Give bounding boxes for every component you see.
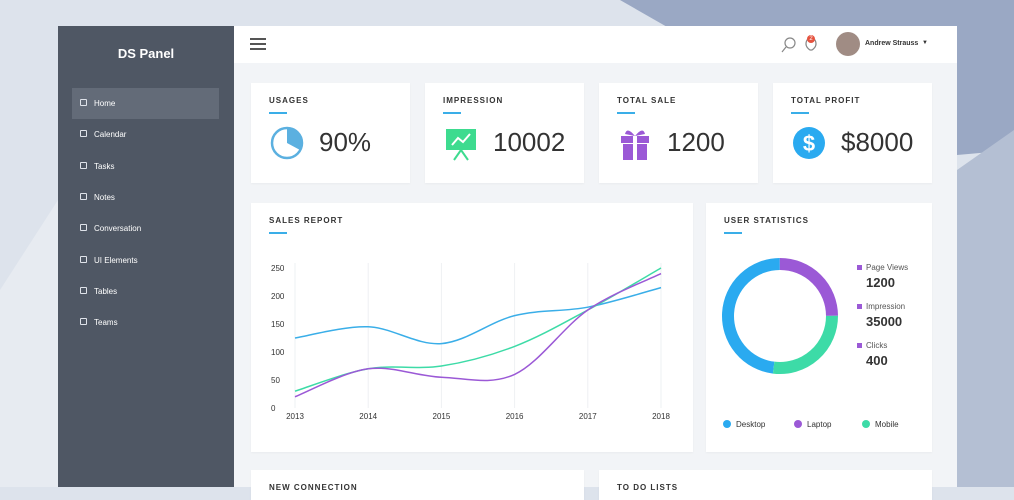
menu-icon [80,224,87,232]
menu-icon [80,161,87,169]
menu-item[interactable]: Calendar [72,119,219,150]
stat-bullet [857,343,862,348]
donut-chart: Desktop Laptop Mobile Page Views 1200 Impress… [722,258,908,429]
svg-text:$: $ [803,131,815,156]
top-icons [781,37,817,53]
line-series [294,286,662,345]
y-tick-label: 150 [271,320,285,329]
card-title: USER STATISTICS [724,216,809,225]
stat-value: 90% [319,127,372,157]
title-underline [724,232,742,234]
panel: NEW CONNECTION [251,470,584,500]
donut-segment [722,258,781,374]
title-underline [269,232,287,234]
title-underline [269,112,287,114]
stat-bullet [857,265,862,270]
title-underline [443,112,461,114]
sales-report-card: SALES REPORT 2013 2014 2015 2016 2017 2018 0 50… [251,203,693,452]
donut-segment [772,315,839,374]
x-tick-label: 2014 [359,412,377,421]
x-tick-label: 2016 [506,412,524,421]
stat-icon [446,129,476,161]
y-tick-label: 100 [271,348,285,357]
menu-label: Tasks [94,161,115,171]
stat-icon [270,126,304,160]
stat-value: 400 [866,353,888,368]
stat-value: 35000 [866,314,902,329]
menu-item[interactable]: Home [72,88,219,119]
y-tick-label: 50 [271,376,280,385]
hamburger[interactable] [250,38,266,51]
menu-label: UI Elements [94,255,138,265]
menu-icon [80,286,87,294]
legend-dot [862,420,870,428]
menu-item[interactable]: Tables [72,276,219,307]
stat-card: TOTAL SALE 1200 [599,83,758,183]
panel: TO DO LISTS [599,470,932,500]
menu-icon [80,318,87,326]
y-tick-label: 200 [271,292,285,301]
donut-segment [779,258,838,317]
page: DS Panel Home Calendar Tasks Notes Conversat… [58,0,1014,500]
menu-item[interactable]: Conversation [72,213,219,244]
user-stats-card: USER STATISTICS Desktop Laptop Mobile Page … [706,203,932,452]
legend-dot [723,420,731,428]
stat-label: USAGES [269,96,309,105]
stat-value: 1200 [866,275,895,290]
stat-icon: $ [793,127,825,159]
menu-label: Calendar [94,130,127,140]
card-title: SALES REPORT [269,216,344,225]
avatar[interactable] [836,32,860,56]
line-chart: 2013 2014 2015 2016 2017 2018 0 50 100 150 200 250 [271,263,670,421]
legend-label: Laptop [807,420,832,429]
stat-card: IMPRESSION 10002 [425,83,584,183]
card-title: TO DO LISTS [617,483,679,492]
menu-icon [80,99,87,106]
stat-card: USAGES 90% [251,83,410,183]
menu-label: Tables [94,286,118,296]
stat-label: Page Views [866,263,908,272]
menu-label: Conversation [94,224,142,234]
topbar: 2 Andrew Strauss ▼ [234,26,957,63]
stat-label: Clicks [866,341,887,350]
menu-item[interactable]: Teams [72,307,219,338]
menu-label: Notes [94,192,115,202]
stat-bullet [857,304,862,309]
menu-item[interactable]: UI Elements [72,245,219,276]
menu-item[interactable]: Tasks [72,151,219,182]
stat-label: TOTAL SALE [617,96,677,105]
stat-value: 1200 [667,127,725,157]
x-tick-label: 2013 [286,412,304,421]
title-underline [617,112,635,114]
card-title: NEW CONNECTION [269,483,358,492]
menu-label: Home [94,99,116,108]
stat-icon [621,130,649,160]
brand: DS Panel [117,46,175,61]
x-tick-label: 2015 [433,412,451,421]
x-tick-label: 2018 [652,412,670,421]
stat-value: $8000 [841,127,914,157]
legend-dot [794,420,802,428]
menu-item[interactable]: Notes [72,182,219,213]
legend-label: Desktop [736,420,766,429]
notification-badge: 2 [807,35,815,43]
stat-label: IMPRESSION [443,96,504,105]
y-tick-label: 0 [271,404,276,413]
legend-label: Mobile [875,420,899,429]
x-tick-label: 2017 [579,412,597,421]
user-name[interactable]: Andrew Strauss [865,40,919,47]
stat-card: TOTAL PROFIT $ $8000 [773,83,932,183]
title-underline [791,112,809,114]
y-tick-label: 250 [271,264,285,273]
menu-label: Teams [94,318,118,328]
line-series [294,272,662,398]
user-caret[interactable]: ▼ [922,40,928,46]
sidebar: DS Panel Home Calendar Tasks Notes Conversat… [58,26,234,487]
menu-icon [80,255,87,263]
menu-icon [80,192,87,200]
stat-label: Impression [866,302,905,311]
stat-value: 10002 [493,127,566,157]
menu-icon [80,130,87,138]
stat-label: TOTAL PROFIT [791,96,861,105]
